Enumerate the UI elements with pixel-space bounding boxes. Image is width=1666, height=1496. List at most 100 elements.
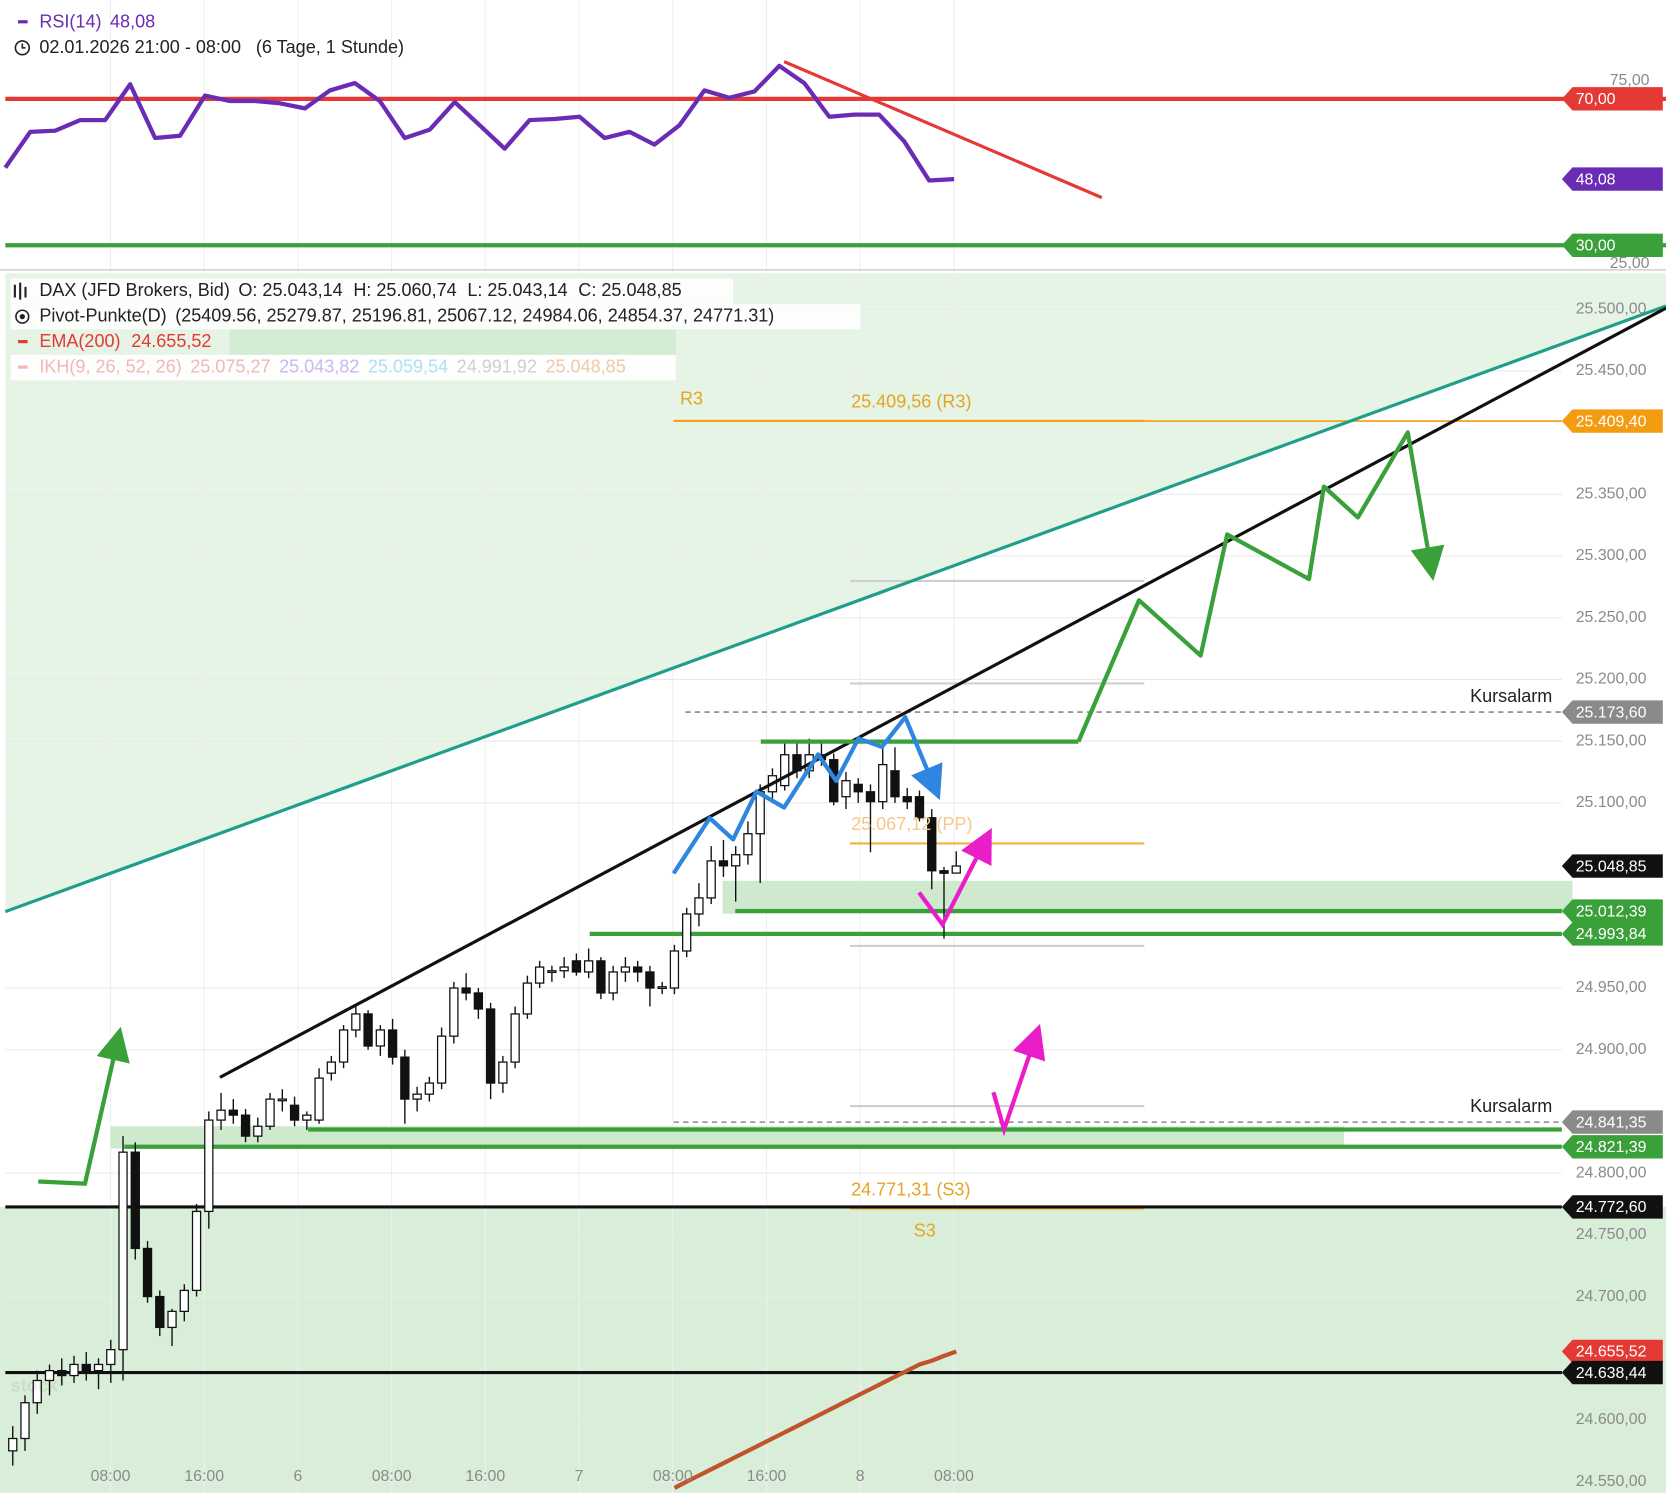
badge-label: 25.048,85	[1576, 858, 1647, 875]
x-tick-label: 16:00	[184, 1468, 224, 1485]
legend-entry: RSI(14) 48,08	[39, 11, 155, 31]
candle-body	[620, 966, 631, 973]
candle-body	[191, 1210, 202, 1292]
candle-body	[498, 1061, 508, 1084]
legend-entry: DAX (JFD Brokers, Bid) O: 25.043,14 H: 25.…	[39, 280, 681, 300]
price-badge	[1561, 922, 1663, 946]
candle-body	[951, 865, 961, 874]
x-tick-label: 8	[856, 1468, 865, 1485]
badge-label: 24.655,52	[1576, 1344, 1647, 1361]
badge-label: 24.638,44	[1576, 1365, 1647, 1382]
candle-body	[216, 1109, 226, 1121]
legend-name: DAX (JFD Brokers, Bid)	[39, 280, 230, 300]
pivot-label: 24.771,31 (S3)	[851, 1179, 970, 1199]
pivot-icon	[15, 309, 30, 324]
watermark: stock³	[11, 1375, 64, 1395]
candle-body	[81, 1363, 91, 1372]
legend-value: 25.048,85	[545, 356, 625, 376]
candle-body	[534, 966, 545, 984]
candle-body	[780, 754, 790, 787]
subtitle: 02.01.2026 21:00 - 08:00	[39, 37, 241, 57]
candle-body	[289, 1104, 300, 1121]
x-tick-label: 6	[293, 1468, 302, 1485]
legend-bg	[229, 329, 676, 355]
candle-body	[645, 971, 655, 989]
candle-body	[755, 791, 765, 835]
pivot-label: 25.409,56 (R3)	[851, 392, 971, 412]
y-tick-label: 25.250,00	[1576, 609, 1647, 626]
legend-bg	[10, 303, 861, 330]
candle-body	[155, 1295, 165, 1329]
badge-label: 25.409,40	[1576, 413, 1647, 430]
candle-body	[338, 1029, 349, 1063]
candle-body	[351, 1013, 361, 1031]
candle-body	[412, 1093, 422, 1100]
support-zone	[110, 1126, 1345, 1149]
clock-icon	[14, 40, 31, 56]
candle-body	[44, 1369, 55, 1382]
candle-body	[718, 860, 729, 867]
candle-body	[253, 1125, 263, 1137]
candle-body	[449, 987, 459, 1037]
x-tick-label: 08:00	[934, 1468, 974, 1485]
candle-body	[93, 1363, 104, 1372]
price-badge	[1561, 167, 1663, 191]
price-badge	[1561, 1339, 1663, 1364]
badge-label: 70,00	[1576, 91, 1616, 108]
lower-shade	[0, 1206, 1666, 1493]
candle-body	[57, 1369, 67, 1377]
y-tick-label: 24.700,00	[1576, 1288, 1647, 1305]
zones	[110, 880, 1573, 1149]
candle-body	[20, 1402, 30, 1440]
price-badge	[1561, 1360, 1663, 1385]
candle-body	[865, 791, 876, 803]
candle-body	[927, 817, 937, 872]
candle-body	[608, 971, 618, 994]
candle-body	[890, 770, 900, 798]
candle-body	[596, 960, 606, 994]
channel-line	[4, 304, 1666, 914]
candle-body	[657, 986, 667, 990]
alert-label: Kursalarm	[1470, 686, 1552, 706]
candle-body	[228, 1109, 238, 1116]
clock-hand	[21, 43, 26, 49]
legend-entry: Pivot-Punkte(D) (25409.56, 25279.87, 2519…	[39, 305, 774, 325]
y-tick-label: 25.500,00	[1576, 300, 1647, 317]
legend-value: (25409.56, 25279.87, 25196.81, 25067.12,…	[175, 305, 774, 325]
badge-label: 24.993,84	[1576, 926, 1647, 943]
candle-body	[731, 854, 741, 867]
grid	[5, 0, 1562, 1493]
price-badge	[1561, 1110, 1663, 1134]
legend: RSI(14) 48,08 02.01.2026 21:00 - 08:00 (6 …	[0, 11, 1666, 381]
data	[3, 63, 1666, 1490]
candle-body	[69, 1363, 79, 1377]
period: (6 Tage, 1 Stunde)	[256, 37, 404, 57]
up-arrow	[38, 1026, 130, 1186]
legend-value: H: 25.060,74	[353, 280, 456, 300]
candle-body	[363, 1013, 373, 1047]
legend-name: IKH(9, 26, 52, 26)	[39, 356, 181, 376]
candle-body	[939, 870, 949, 874]
badge-label: 24.821,39	[1576, 1139, 1647, 1156]
badge-label: 24.841,35	[1576, 1114, 1647, 1131]
projection-path	[1076, 430, 1445, 743]
candle-body	[8, 1437, 18, 1452]
pivot-name: R3	[680, 388, 703, 408]
y-tick-label: 25.450,00	[1576, 362, 1647, 379]
legend-value: O: 25.043,14	[238, 280, 342, 300]
candle-body	[265, 1098, 275, 1127]
y-tick-label: 25.300,00	[1576, 547, 1647, 564]
candle-body	[853, 783, 863, 793]
candle-body	[179, 1289, 189, 1313]
legend-value: C: 25.048,85	[578, 280, 681, 300]
price-badge	[1561, 899, 1663, 923]
candle-body	[473, 992, 484, 1010]
legend-swatch	[18, 365, 28, 369]
legend-bg	[10, 354, 676, 381]
candle-body	[571, 960, 582, 973]
x-tick-label: 08:00	[653, 1468, 693, 1485]
pivot-icon	[19, 313, 25, 320]
legend-value: L: 25.043,14	[467, 280, 567, 300]
